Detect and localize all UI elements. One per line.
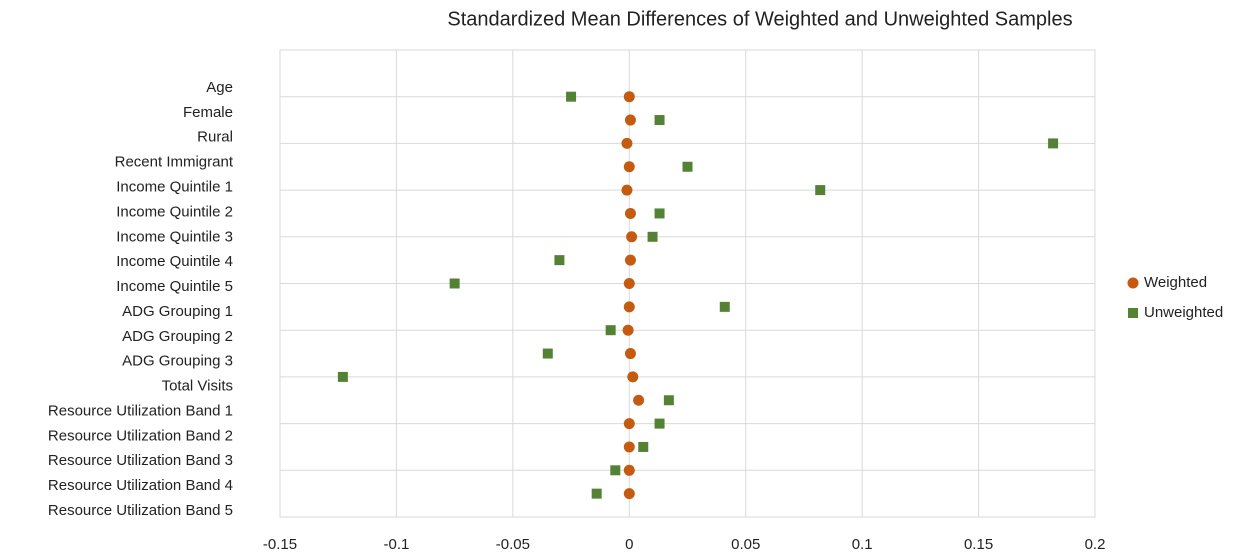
point (622, 324, 634, 336)
point (654, 418, 665, 429)
point (621, 184, 633, 196)
x-tick-label: -0.05 (496, 536, 530, 553)
point (624, 207, 636, 219)
category-label: Resource Utilization Band 1 (48, 402, 233, 419)
x-tick-label: -0.15 (263, 536, 297, 553)
point (623, 91, 635, 103)
point (633, 394, 645, 406)
point (654, 115, 665, 126)
point (624, 114, 636, 126)
category-label: Age (206, 79, 233, 96)
category-label: Income Quintile 1 (116, 178, 233, 195)
x-tick-label: -0.1 (383, 536, 409, 553)
point (663, 395, 674, 406)
point (605, 325, 616, 336)
point (610, 465, 621, 476)
point (621, 137, 633, 149)
point (623, 441, 635, 453)
point (566, 91, 577, 102)
point (815, 185, 826, 196)
point (654, 208, 665, 219)
x-tick-label: 0.15 (964, 536, 993, 553)
point (449, 278, 460, 289)
category-label: ADG Grouping 2 (122, 328, 233, 345)
legend-label: Weighted (1144, 274, 1207, 291)
category-label: Resource Utilization Band 4 (48, 477, 233, 494)
category-label: Income Quintile 5 (116, 278, 233, 295)
x-tick-label: 0 (625, 536, 633, 553)
category-label: Resource Utilization Band 3 (48, 452, 233, 469)
x-tick-label: 0.2 (1085, 536, 1106, 553)
x-tick-label: 0.1 (852, 536, 873, 553)
point (623, 161, 635, 173)
category-label: ADG Grouping 1 (122, 303, 233, 320)
category-label: Female (183, 104, 233, 121)
category-label: Income Quintile 4 (116, 253, 233, 270)
x-tick-label: 0.05 (731, 536, 760, 553)
point (337, 371, 348, 382)
legend-marker (1127, 277, 1139, 289)
point (623, 488, 635, 500)
point (623, 464, 635, 476)
point (623, 278, 635, 289)
point (623, 418, 635, 430)
legend-marker (1128, 308, 1138, 318)
category-label: Recent Immigrant (115, 154, 234, 171)
legend-label: Unweighted (1144, 304, 1223, 321)
point (682, 161, 693, 172)
chart-title: Standardized Mean Differences of Weighte… (447, 8, 1072, 30)
point (719, 301, 730, 312)
point (627, 371, 639, 383)
category-label: Rural (197, 129, 233, 146)
point (623, 301, 635, 313)
category-label: Income Quintile 2 (116, 203, 233, 220)
category-label: Income Quintile 3 (116, 228, 233, 245)
point (542, 348, 553, 359)
category-label: Total Visits (162, 378, 233, 395)
point (624, 348, 636, 360)
category-label: Resource Utilization Band 2 (48, 427, 233, 444)
category-label: Resource Utilization Band 5 (48, 502, 233, 519)
point (647, 231, 658, 242)
point (626, 231, 638, 243)
point (1048, 138, 1059, 149)
point (591, 488, 602, 499)
point (638, 441, 649, 452)
point (554, 255, 565, 266)
point (624, 254, 636, 266)
category-label: ADG Grouping 3 (122, 353, 233, 370)
